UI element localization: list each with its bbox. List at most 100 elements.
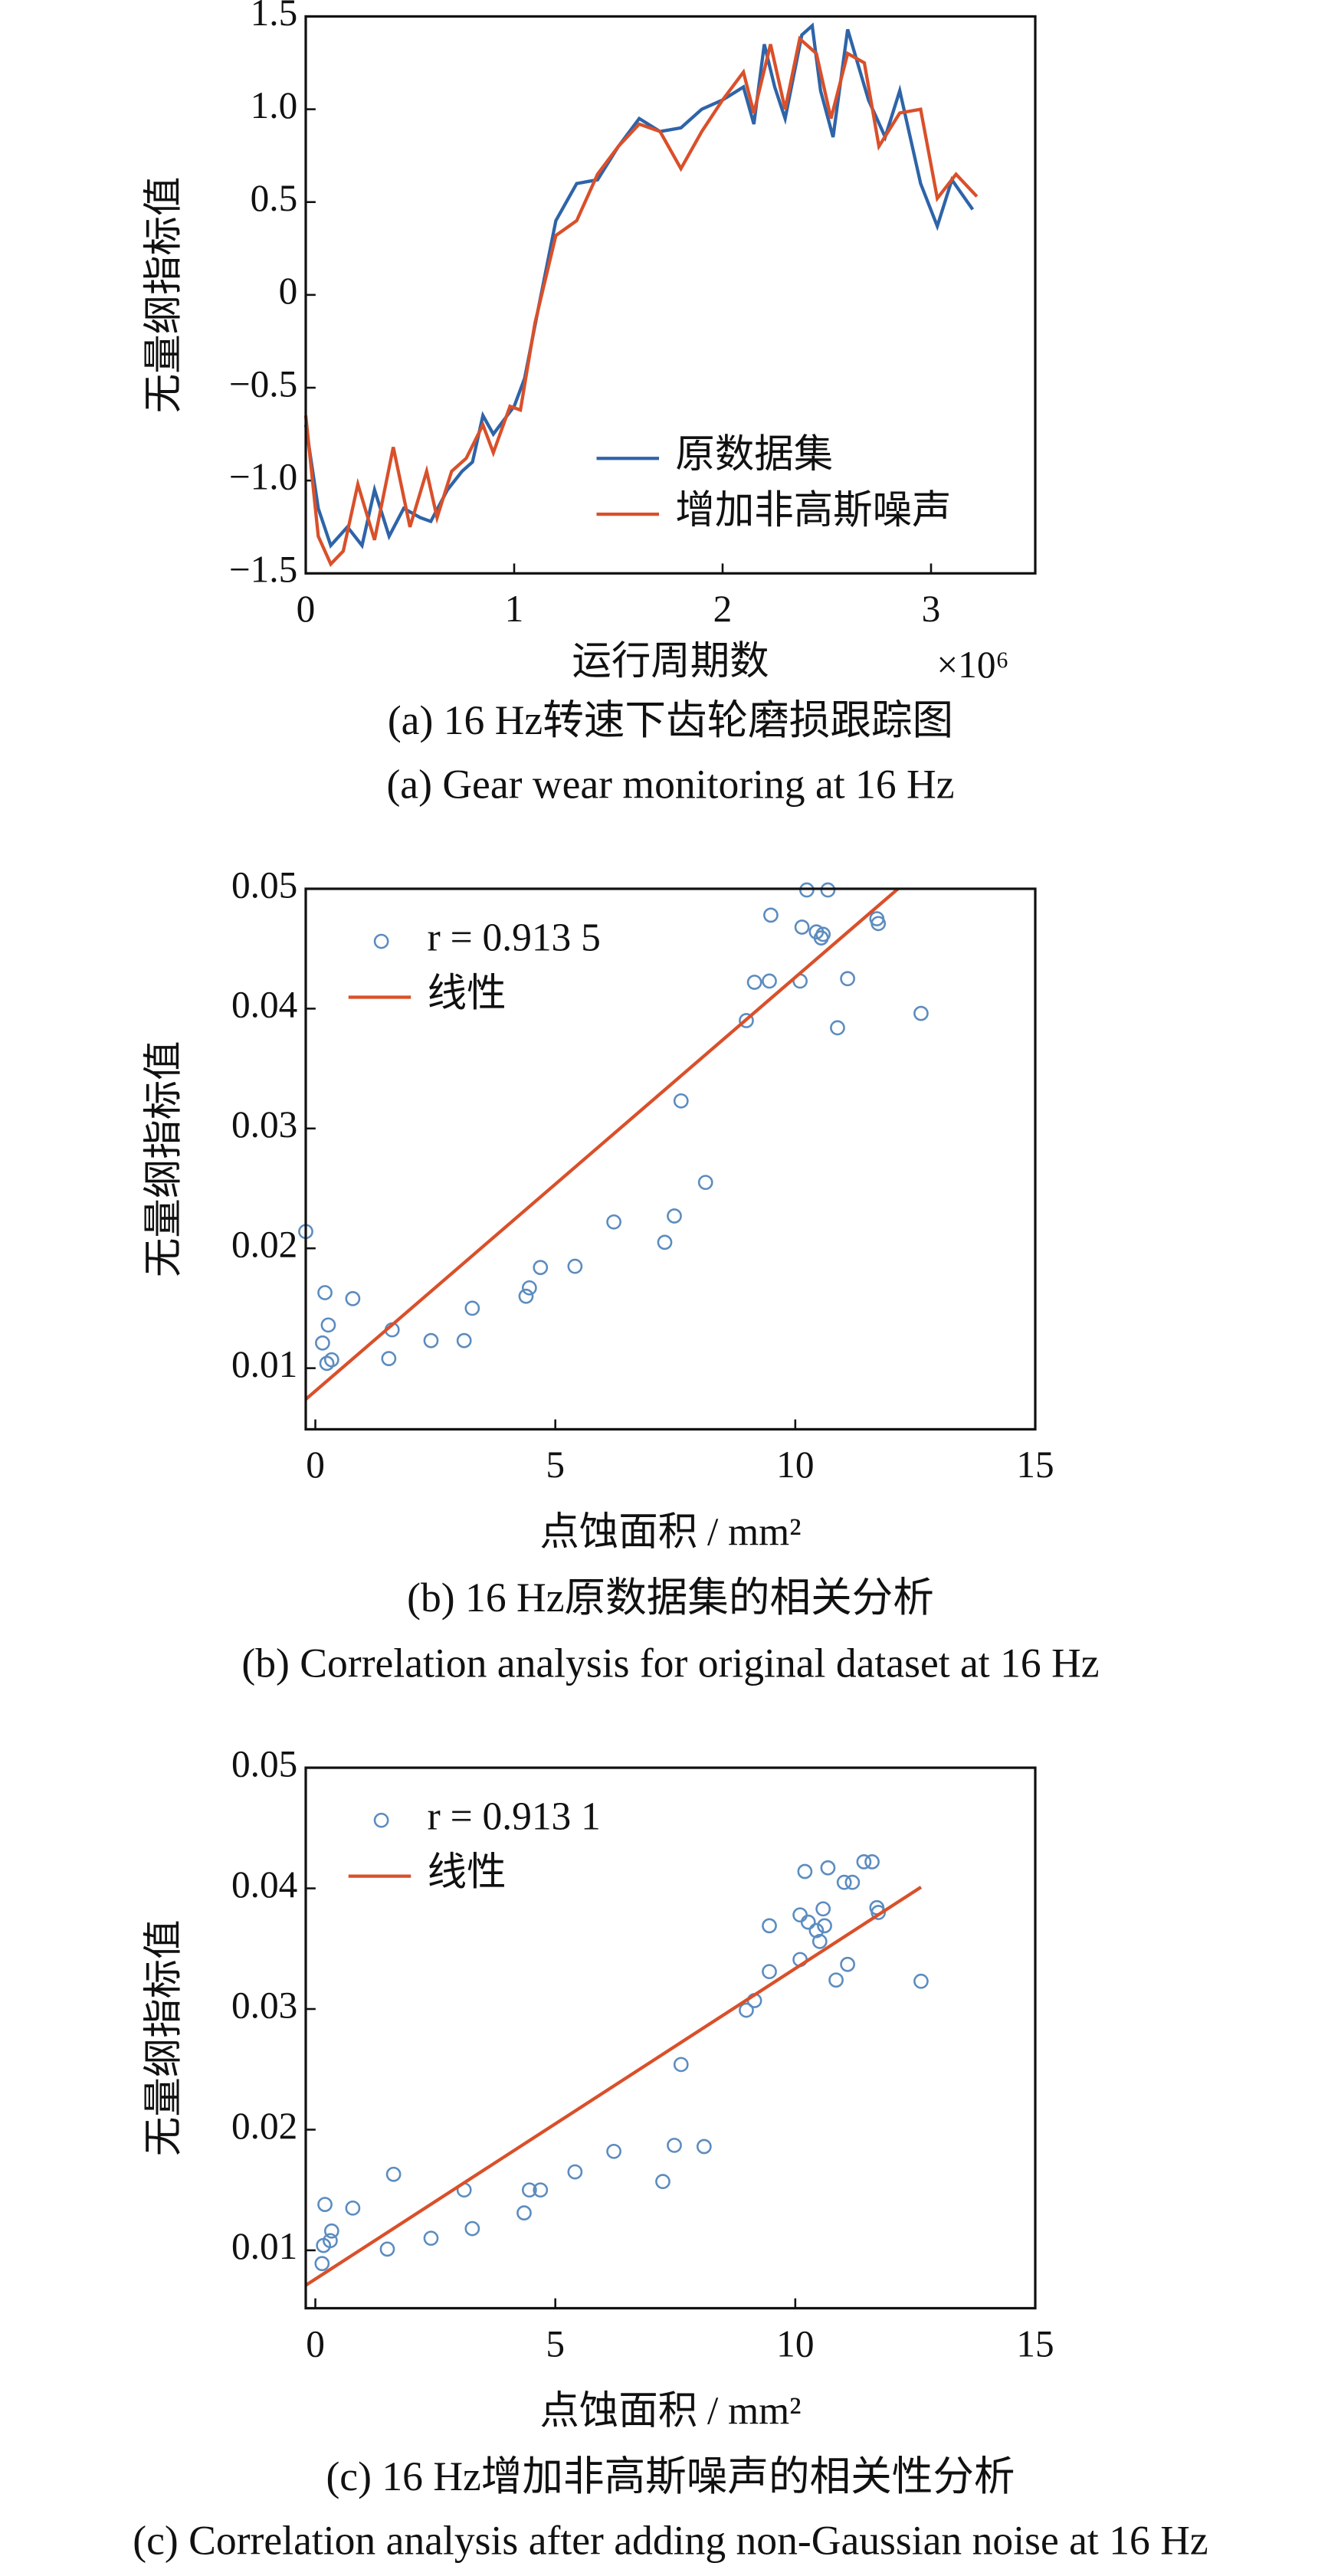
- y-tick-label: 0.05: [231, 1742, 297, 1785]
- scatter-point: [533, 2182, 549, 2198]
- legend-label: 增加非高斯噪声: [675, 489, 951, 533]
- plot-frame: [304, 1766, 1037, 2310]
- scatter-point: [423, 2230, 439, 2247]
- scatter-point: [518, 1288, 534, 1304]
- x-axis-label: 点蚀面积 / mm²: [539, 2390, 801, 2433]
- scatter-point: [797, 1863, 813, 1880]
- scatter-point: [606, 1214, 621, 1230]
- scatter-point: [739, 1013, 754, 1028]
- y-tick-label: −1.0: [229, 455, 297, 497]
- scatter-point: [533, 1260, 549, 1276]
- x-tick-label: 10: [776, 2322, 814, 2365]
- scatter-point: [320, 1317, 336, 1333]
- scatter-point: [697, 1175, 713, 1191]
- scatter-point: [456, 1332, 472, 1349]
- scatter-point: [840, 971, 855, 987]
- x-tick-label: 2: [713, 588, 733, 630]
- caption-en: (c) Correlation analysis after adding no…: [133, 2518, 1208, 2564]
- y-tick-label: 0.03: [231, 1984, 297, 2026]
- scatter-point: [815, 1901, 831, 1917]
- scatter-point: [696, 2138, 712, 2155]
- scatter-point: [567, 1258, 583, 1274]
- scatter-point: [567, 2164, 583, 2180]
- scatter-point: [762, 1918, 777, 1934]
- scatter-point: [323, 2233, 338, 2249]
- y-axis-label: 无量纲指标值: [143, 177, 186, 414]
- x-tick-label: 3: [922, 588, 941, 630]
- x-tick-label: 0: [306, 2322, 325, 2365]
- legend-label: r = 0.913 5: [428, 916, 601, 959]
- scatter-point: [323, 1352, 339, 1368]
- y-tick-label: −1.5: [229, 549, 297, 591]
- x-tick-label: 5: [546, 2322, 565, 2365]
- scatter-point: [317, 2197, 333, 2212]
- scatter-point: [345, 2200, 361, 2216]
- legend-label: 线性: [428, 1850, 507, 1894]
- scatter-point: [464, 1300, 480, 1316]
- scatter-point: [522, 1280, 537, 1296]
- plot-frame: [304, 15, 1037, 575]
- scatter-point: [379, 2241, 395, 2257]
- scatter-point: [385, 2166, 402, 2182]
- scatter-point: [315, 1335, 330, 1351]
- x-tick-label: 15: [1016, 2322, 1054, 2365]
- scatter-point: [815, 926, 831, 942]
- scatter-point: [317, 1285, 333, 1300]
- y-tick-label: 1.0: [251, 84, 298, 126]
- scatter-point: [792, 1907, 808, 1923]
- scatter-point: [913, 1973, 929, 1989]
- scatter-point: [314, 2256, 330, 2272]
- scatter-point: [828, 1972, 844, 1988]
- scatter-point: [762, 973, 777, 989]
- scatter-point: [844, 1874, 861, 1890]
- scatter-point: [655, 2174, 670, 2190]
- y-tick-label: 1.5: [251, 0, 298, 34]
- x-multiplier: ×10⁶: [936, 644, 1008, 686]
- y-axis-label: 无量纲指标值: [143, 1919, 186, 2156]
- series-line: [304, 887, 900, 1401]
- scatter-point: [836, 1874, 852, 1890]
- scatter-point: [913, 1005, 929, 1021]
- scatter-point: [522, 2182, 537, 2198]
- scatter-point: [871, 916, 887, 932]
- scatter-point: [840, 1956, 855, 1972]
- legend-marker: [373, 933, 389, 949]
- y-tick-label: −0.5: [229, 362, 297, 405]
- x-tick-label: 10: [776, 1444, 814, 1486]
- y-tick-label: 0.04: [231, 1863, 297, 1906]
- x-tick-label: 15: [1016, 1444, 1054, 1486]
- y-tick-label: 0.5: [251, 177, 298, 219]
- x-axis-label: 运行周期数: [572, 640, 769, 683]
- y-tick-label: 0.01: [231, 1343, 297, 1385]
- scatter-point: [830, 1020, 845, 1036]
- y-tick-label: 0.02: [231, 1224, 297, 1266]
- scatter-point: [423, 1332, 439, 1349]
- scatter-point: [808, 1922, 825, 1939]
- scatter-point: [667, 2138, 682, 2153]
- legend-label: 线性: [428, 972, 507, 1015]
- scatter-point: [763, 907, 779, 923]
- scatter-point: [800, 1914, 816, 1930]
- scatter-point: [657, 1234, 673, 1250]
- caption-cn: (a) 16 Hz转速下齿轮磨损跟踪图: [388, 697, 953, 743]
- x-axis-label: 点蚀面积 / mm²: [539, 1511, 801, 1555]
- scatter-point: [464, 2220, 480, 2237]
- scatter-point: [762, 1964, 777, 1980]
- y-tick-label: 0.04: [231, 984, 297, 1026]
- x-tick-label: 0: [306, 1444, 325, 1486]
- caption-cn: (c) 16 Hz增加非高斯噪声的相关性分析: [326, 2453, 1015, 2499]
- x-tick-label: 1: [505, 588, 524, 630]
- scatter-point: [606, 2143, 621, 2159]
- scatter-point: [856, 1854, 872, 1870]
- scatter-point: [667, 1208, 682, 1224]
- legend-label: 原数据集: [675, 433, 833, 477]
- caption-cn: (b) 16 Hz原数据集的相关分析: [407, 1575, 934, 1621]
- caption-en: (a) Gear wear monitoring at 16 Hz: [386, 761, 954, 807]
- x-tick-label: 5: [546, 1444, 565, 1486]
- scatter-point: [864, 1854, 880, 1870]
- scatter-point: [323, 2223, 339, 2239]
- scatter-point: [516, 2205, 532, 2220]
- scatter-point: [673, 2057, 689, 2073]
